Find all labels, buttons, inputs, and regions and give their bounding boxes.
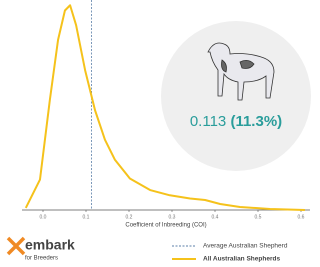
coi-percent: (11.3%) <box>230 113 282 130</box>
legend-label: All Australian Shepherds <box>203 256 280 263</box>
chart: 0.113 (11.3%) Coefficient of Inbreeding … <box>0 0 317 267</box>
x-tick-label: 0.3 <box>169 214 176 220</box>
x-tick-label: 0.4 <box>212 214 219 220</box>
logo: embark for Breeders <box>8 237 75 262</box>
x-tick-label: 0.6 <box>298 214 305 220</box>
legend-label: Average Australian Shepherd <box>203 243 288 250</box>
x-axis-label: Coefficient of Inbreeding (COI) <box>125 223 206 229</box>
logo-subtitle: for Breeders <box>25 256 58 262</box>
x-tick-label: 0.0 <box>40 214 47 220</box>
logo-icon <box>8 238 24 254</box>
logo-brand: embark <box>25 237 75 253</box>
badge-circle <box>161 21 311 171</box>
coi-annotation: 0.113 (11.3%) <box>190 113 282 130</box>
x-tick-label: 0.5 <box>255 214 262 220</box>
x-tick-label: 0.1 <box>83 214 90 220</box>
coi-value: 0.113 <box>190 113 226 130</box>
x-tick-label: 0.2 <box>126 214 133 220</box>
